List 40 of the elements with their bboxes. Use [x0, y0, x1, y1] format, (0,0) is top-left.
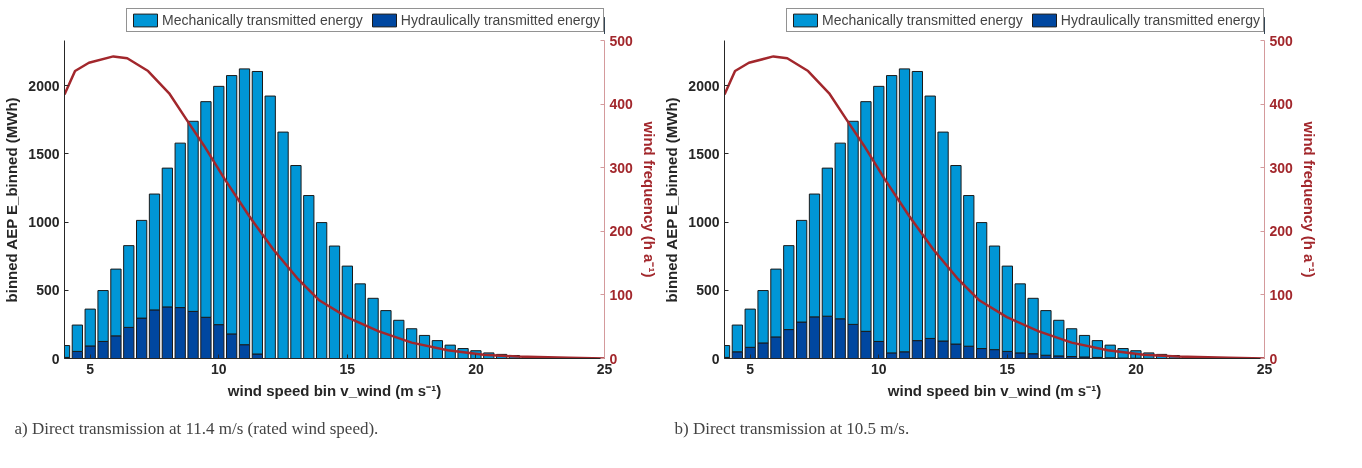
y2-tick-label: 400 — [609, 96, 634, 113]
x-tick-label: 20 — [468, 360, 484, 377]
y-tick-label: 1000 — [28, 214, 60, 231]
y2-tick-label: 300 — [609, 159, 634, 176]
y-axis-title: binned AEP E_binned (MWh) — [663, 97, 681, 303]
y-tick-label: 500 — [36, 282, 60, 299]
y2-tick-label: 100 — [609, 286, 634, 303]
y2-tick-label: 100 — [1269, 286, 1294, 303]
y2-tick-label: 200 — [609, 223, 634, 240]
y2-tick-label: 200 — [1269, 223, 1294, 240]
y-tick-label: 0 — [51, 350, 60, 367]
text: a) Direct transmission at 11.4 m/s (rated wind speed). — [14, 418, 379, 438]
x-axis-title: wind speed bin v_wind (m s⁻¹) — [886, 381, 1102, 399]
x-axis-title: wind speed bin v_wind (m s⁻¹) — [226, 381, 442, 399]
x-tick-label: 15 — [999, 360, 1016, 377]
legend-label: Mechanically transmitted energy — [822, 12, 1023, 28]
legend-label: Mechanically transmitted energy — [162, 12, 363, 28]
x-tick-label: 5 — [746, 360, 755, 377]
legend-label: Hydraulically transmitted energy — [1060, 12, 1260, 28]
y2-axis-title: wind frequency (h a⁻¹) — [1300, 120, 1318, 278]
y-tick-label: 2000 — [28, 77, 60, 94]
x-tick-label: 10 — [211, 360, 227, 377]
y2-tick-label: 400 — [1269, 96, 1294, 113]
y-tick-label: 500 — [696, 282, 720, 299]
y-tick-label: 2000 — [688, 77, 720, 94]
x-tick-label: 15 — [339, 360, 356, 377]
x-tick-label: 20 — [1128, 360, 1144, 377]
y-axis-title: binned AEP E_binned (MWh) — [3, 97, 21, 303]
y-tick-label: 1000 — [688, 214, 720, 231]
y2-tick-label: 500 — [609, 32, 634, 49]
x-tick-label: 5 — [86, 360, 95, 377]
y2-tick-label: 300 — [1269, 159, 1294, 176]
y-tick-label: 1500 — [688, 145, 720, 162]
y-tick-label: 0 — [711, 350, 720, 367]
y2-tick-label: 500 — [1269, 32, 1294, 49]
y2-axis-title: wind frequency (h a⁻¹) — [640, 120, 658, 278]
legend-label: Hydraulically transmitted energy — [400, 12, 600, 28]
text: b) Direct transmission at 10.5 m/s. — [674, 418, 910, 438]
x-tick-label: 10 — [871, 360, 887, 377]
y-tick-label: 1500 — [28, 145, 60, 162]
